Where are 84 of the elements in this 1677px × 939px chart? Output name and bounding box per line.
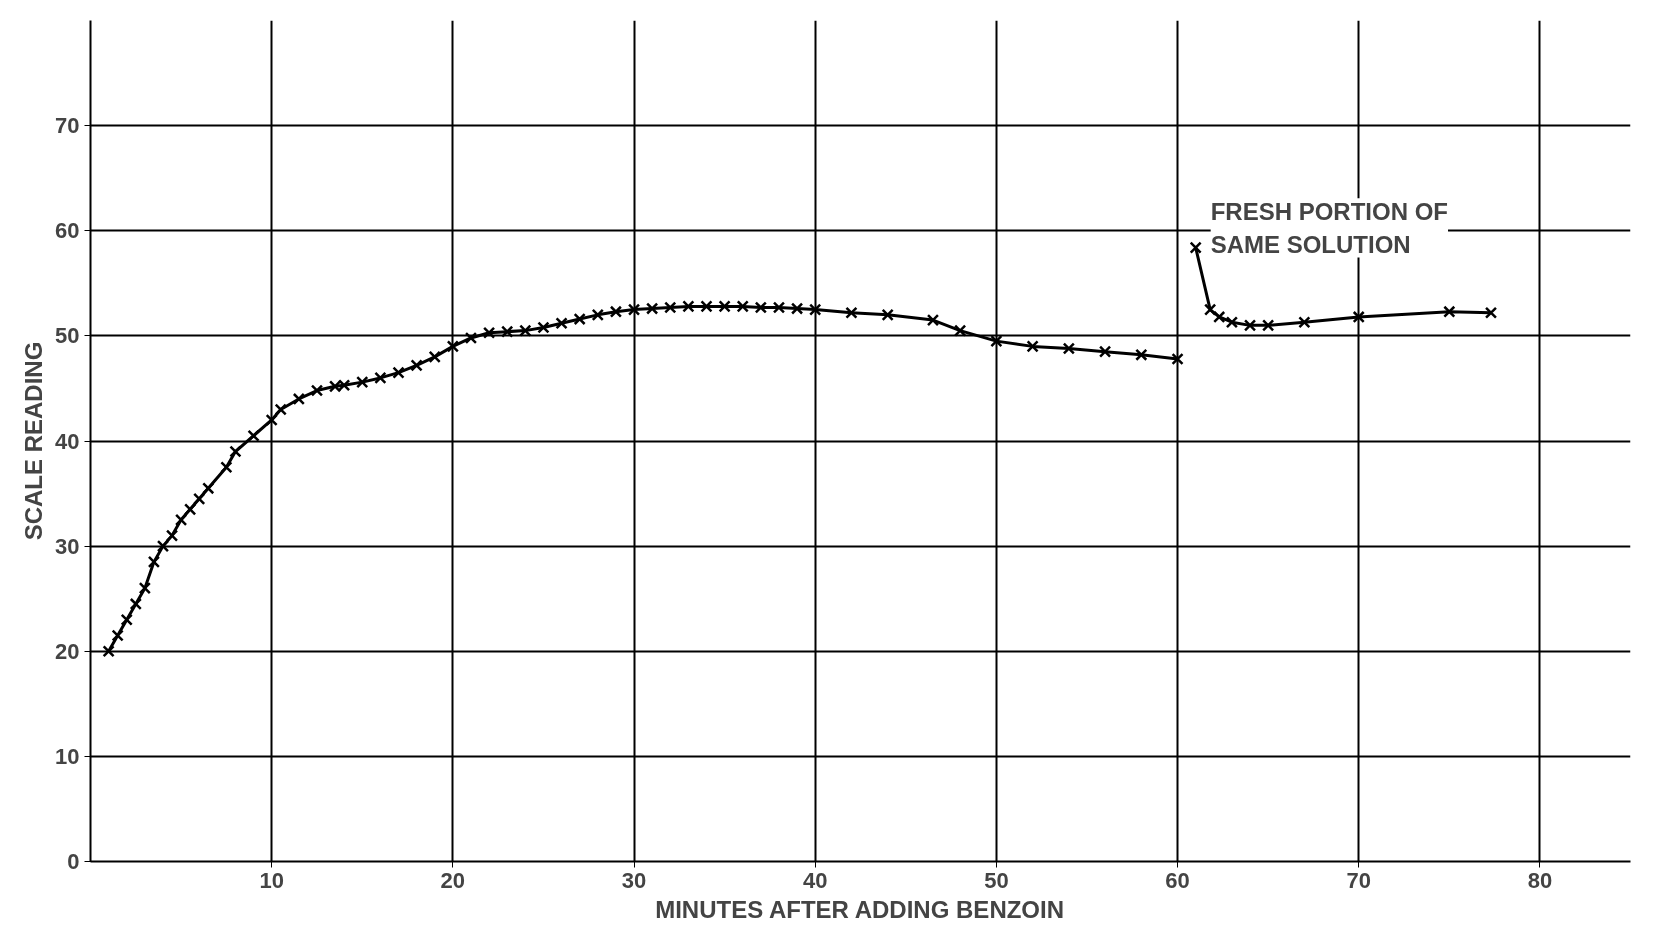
point <box>573 312 586 326</box>
y-tick-label: 20 <box>55 638 80 664</box>
point <box>120 613 133 626</box>
point <box>310 384 324 397</box>
x-tick-label: 80 <box>1527 867 1553 893</box>
point <box>1443 305 1456 318</box>
point <box>519 324 532 337</box>
point <box>174 513 188 527</box>
point <box>247 429 260 442</box>
point <box>1203 303 1217 316</box>
point <box>138 581 152 595</box>
point <box>464 331 478 345</box>
point <box>627 303 641 316</box>
point <box>754 301 768 314</box>
x-axis-title: MINUTES AFTER ADDING BENZOIN <box>655 895 1065 923</box>
point <box>736 300 749 313</box>
point <box>202 482 215 495</box>
point <box>220 461 233 474</box>
point <box>1171 352 1184 366</box>
point <box>292 392 306 406</box>
x-tick-label: 60 <box>1165 867 1190 893</box>
point <box>926 313 940 327</box>
point <box>165 529 179 542</box>
x-tick-label: 50 <box>984 867 1009 893</box>
point <box>274 403 287 416</box>
point <box>374 371 387 385</box>
y-axis-title: SCALE READING <box>20 341 48 541</box>
point <box>129 597 142 611</box>
x-tick-label: 40 <box>802 867 828 893</box>
point <box>1484 306 1498 319</box>
point <box>1135 348 1148 361</box>
point <box>555 317 568 330</box>
point <box>156 539 170 553</box>
point <box>591 308 604 322</box>
y-tick-label: 10 <box>55 743 80 769</box>
annotation: FRESH PORTION OF SAME SOLUTION <box>1210 198 1449 258</box>
point <box>682 300 695 313</box>
point <box>102 645 115 658</box>
point <box>1243 319 1257 332</box>
point <box>845 306 858 319</box>
point <box>183 503 197 516</box>
point <box>953 324 967 337</box>
point <box>1062 342 1076 355</box>
x-tick-label: 70 <box>1346 867 1371 893</box>
point <box>392 366 405 379</box>
point <box>111 629 124 642</box>
point <box>609 305 623 318</box>
point <box>1352 310 1365 324</box>
point <box>147 555 161 569</box>
y-tick-label: 40 <box>55 428 80 454</box>
point <box>446 340 460 353</box>
point <box>265 413 278 427</box>
point <box>1189 241 1202 254</box>
point <box>537 321 550 334</box>
point <box>700 300 713 313</box>
point <box>410 359 423 372</box>
point <box>501 325 514 338</box>
point <box>1098 345 1112 358</box>
point <box>193 492 206 506</box>
point <box>718 300 731 313</box>
y-tick-label: 30 <box>55 533 80 559</box>
y-tick-label: 60 <box>55 218 80 244</box>
point <box>1261 319 1275 332</box>
point <box>229 445 242 458</box>
point <box>1225 316 1239 329</box>
point <box>790 302 804 315</box>
point <box>1298 316 1311 329</box>
y-tick-label: 0 <box>67 849 80 874</box>
point <box>664 301 677 314</box>
point <box>809 303 822 316</box>
point <box>645 302 659 315</box>
x-tick-label: 20 <box>440 867 466 893</box>
x-tick-label: 30 <box>621 867 647 893</box>
point <box>1213 310 1226 324</box>
point <box>990 334 1003 348</box>
point <box>1026 340 1039 353</box>
point <box>428 350 441 364</box>
point <box>356 375 369 389</box>
x-tick-label: 10 <box>259 867 284 893</box>
y-tick-label: 70 <box>55 113 80 139</box>
point <box>772 301 786 314</box>
point <box>881 308 894 322</box>
point <box>482 326 496 339</box>
y-tick-label: 50 <box>55 323 80 349</box>
